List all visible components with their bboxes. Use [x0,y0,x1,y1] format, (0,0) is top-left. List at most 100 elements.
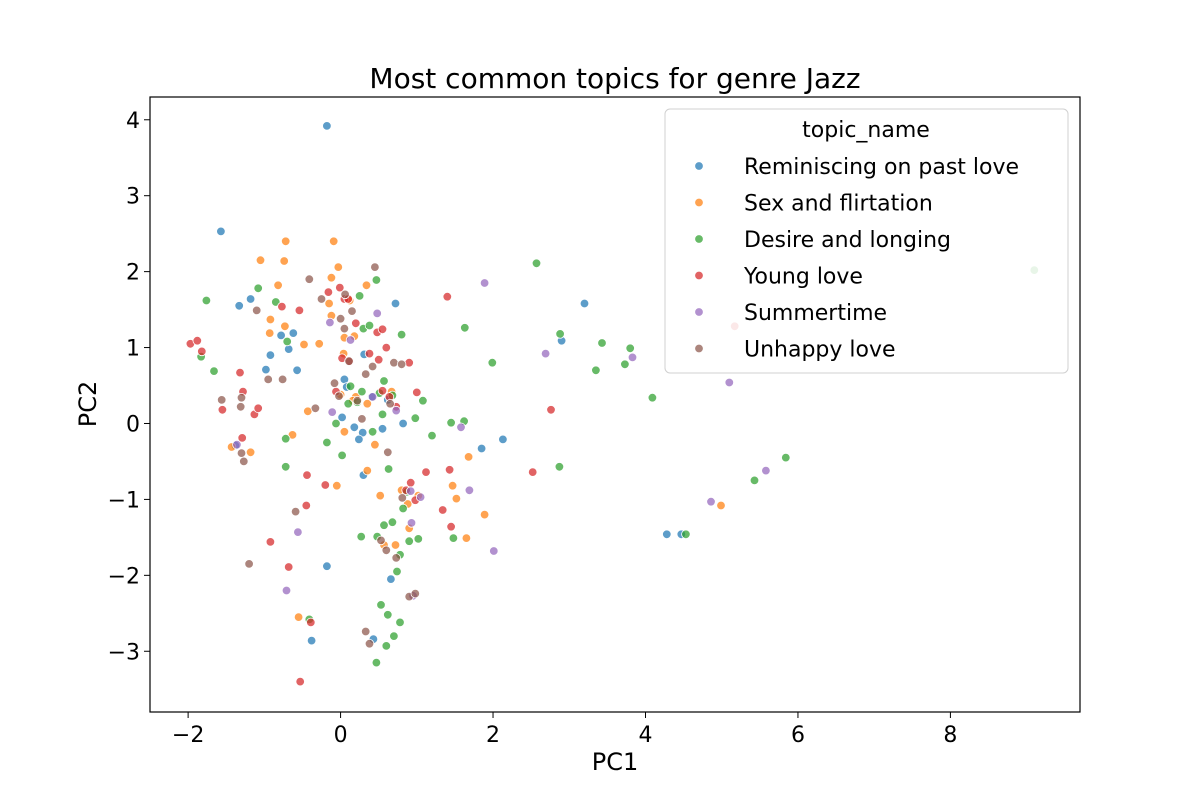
y-tick-label: 2 [126,261,140,286]
data-point [716,500,726,511]
data-point [323,287,334,297]
data-point [197,346,207,357]
data-point [446,522,456,532]
data-point [367,427,378,437]
data-point [306,617,316,628]
data-point [344,356,354,366]
legend-marker-unhappy-love [694,343,704,354]
data-point [347,306,357,316]
data-point [245,447,256,458]
data-point [209,366,219,376]
data-point [404,536,414,546]
data-point [316,294,327,304]
data-point [387,517,398,527]
y-tick-label: −1 [108,488,140,513]
data-point [235,402,246,412]
data-point [381,641,392,651]
data-point [724,377,735,388]
data-point [479,278,490,288]
data-point [216,226,226,237]
data-point [662,529,672,540]
data-point [413,534,424,544]
data-point [239,456,249,467]
data-point [234,301,244,311]
data-point [288,328,299,338]
x-tick-label: −2 [172,723,204,748]
data-point [479,509,490,520]
data-point [349,422,360,433]
data-point [281,462,291,472]
data-point [418,396,428,406]
data-point [367,392,378,402]
data-point [396,359,407,370]
x-tick-label: 4 [638,723,652,748]
data-point [354,291,365,301]
data-point [386,574,396,584]
data-point [310,403,321,414]
data-point [367,361,378,372]
data-point [389,631,399,641]
data-point [335,282,345,293]
x-axis-ticks: −2 0 2 4 6 8 [172,712,957,748]
data-point [304,274,315,284]
data-point [397,493,408,503]
data-point [375,490,385,501]
data-point [335,314,346,324]
data-point [216,395,227,405]
data-point [357,386,367,397]
data-point [781,452,791,463]
data-point [253,283,263,294]
legend-marker-reminiscing-on-past-love [694,161,704,171]
data-point [395,617,405,628]
data-point [322,121,332,131]
data-point [334,391,344,401]
data-point [294,305,305,316]
data-point [531,258,542,269]
data-point [282,336,292,347]
data-point [391,553,401,563]
data-point [374,355,384,365]
data-point [647,393,658,403]
data-point [620,359,630,370]
data-point [351,318,361,329]
data-point [540,348,551,359]
data-point [236,448,247,458]
data-point [280,321,290,332]
data-point [299,339,309,350]
y-tick-label: 4 [126,109,140,134]
legend-label-reminiscing-on-past-love: Reminiscing on past love [744,155,1019,180]
data-point [273,280,283,291]
series-reminiscing-on-past-love [216,121,687,646]
y-tick-label: 1 [126,337,140,362]
data-point [320,480,331,490]
data-point [245,294,256,304]
legend-marker-sex-and-flirtation [694,197,704,208]
data-point [276,330,286,341]
data-point [444,465,455,475]
y-tick-label: 0 [126,412,140,437]
data-point [370,440,380,450]
data-point [201,295,212,306]
data-point [464,485,475,496]
data-point [284,562,294,572]
data-point [343,399,353,409]
data-point [265,537,276,547]
data-point [324,298,334,309]
data-point [322,561,332,571]
data-point [345,335,356,345]
data-point [265,314,276,325]
data-point [371,657,382,668]
data-point [749,475,760,486]
x-axis-label: PC1 [592,748,639,776]
data-point [446,418,456,428]
data-point [345,381,356,392]
data-point [329,236,339,247]
legend-marker-young-love [694,270,704,281]
data-point [281,585,292,596]
data-point [447,481,458,491]
data-point [281,434,291,444]
data-point [284,344,294,354]
data-point [237,433,247,443]
data-point [244,559,254,569]
data-point [337,450,347,461]
